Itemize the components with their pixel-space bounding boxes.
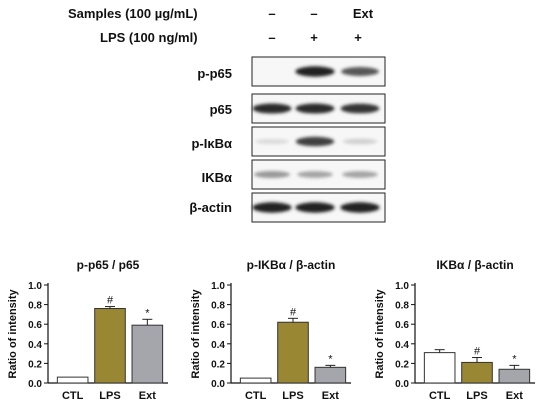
lps-label: LPS (100 ng/ml): [100, 30, 198, 45]
bar-lps: [277, 321, 309, 384]
samples-value-3: Ext: [352, 6, 374, 21]
x-tick-label: Ext: [139, 390, 156, 402]
x-tick-label: CTL: [429, 390, 451, 402]
blot-band: [253, 170, 291, 179]
blot-strip: [251, 159, 386, 190]
y-tick-label: 0.2: [211, 359, 225, 370]
blot-strip: [251, 93, 386, 124]
chart-title: p-p65 / p65: [77, 258, 140, 272]
y-tick-label: 0.0: [28, 379, 42, 390]
blot-band: [342, 138, 378, 145]
y-axis-label: Ratio of intensity: [374, 289, 386, 379]
blot-band: [340, 202, 380, 213]
bar-ext: [314, 366, 347, 384]
samples-value-2: –: [310, 6, 318, 21]
y-tick-label: 0.8: [211, 301, 225, 312]
bar-ext: [498, 368, 531, 384]
bar-ctl: [239, 377, 272, 384]
y-axis-label: Ratio of intensity: [190, 289, 202, 379]
chart-title: p-IKBα / β-actin: [247, 258, 336, 272]
y-tick-label: 1.0: [28, 281, 42, 292]
lps-value-1: –: [268, 30, 276, 45]
y-tick-label: 0.6: [28, 320, 42, 331]
bar-ctl: [423, 352, 456, 384]
y-tick-label: 0.4: [395, 340, 409, 351]
blot-label-b-actin: β-actin: [189, 200, 232, 215]
blot-band: [342, 171, 378, 178]
x-tick-label: Ext: [506, 390, 523, 402]
bar-ext: [131, 324, 164, 384]
y-tick-label: 0.6: [211, 320, 225, 331]
blot-strip: [251, 126, 386, 157]
blot-band: [252, 103, 292, 114]
chart-p-p65-p65: p-p65 / p65 Ratio of intensity 0.0 0.2 0.4 0.…: [7, 258, 168, 402]
y-tick-label: 0.4: [211, 340, 225, 351]
lps-value-3: +: [354, 30, 362, 45]
chart-p-ikba-b-actin: p-IKBα / β-actin Ratio of intensity 0.0 0.2…: [190, 258, 351, 402]
blot-label-ikba: IKBα: [201, 170, 232, 185]
y-tick-label: 0.6: [395, 320, 409, 331]
western-blot-panel: [251, 56, 386, 223]
blot-band: [295, 66, 335, 77]
y-tick-label: 0.2: [28, 359, 42, 370]
samples-label: Samples (100 µg/mL): [68, 6, 198, 21]
significance-mark: #: [474, 346, 481, 358]
significance-mark: *: [328, 353, 333, 365]
blot-strip: [251, 56, 386, 87]
x-tick-label: CTL: [245, 390, 267, 402]
blot-band: [254, 138, 290, 145]
blot-band: [295, 202, 335, 213]
blot-band: [252, 202, 292, 213]
blot-band: [340, 103, 380, 114]
x-tick-label: Ext: [322, 390, 339, 402]
blot-label-p-p65: p-p65: [197, 66, 232, 81]
y-tick-label: 0.0: [395, 379, 409, 390]
blot-band: [295, 103, 335, 114]
y-tick-label: 0.8: [28, 301, 42, 312]
blot-band: [297, 171, 333, 178]
blot-strip: [251, 192, 386, 223]
samples-value-1: –: [268, 6, 276, 21]
bar-lps: [94, 308, 126, 384]
blot-label-p65: p65: [209, 102, 232, 117]
blot-band: [341, 67, 379, 76]
significance-mark: *: [145, 307, 150, 319]
blot-band: [295, 136, 335, 147]
y-tick-label: 1.0: [395, 281, 409, 292]
y-tick-label: 1.0: [211, 281, 225, 292]
lps-value-2: +: [310, 30, 318, 45]
blot-label-p-ikba: p-IκBα: [191, 136, 232, 151]
y-tick-label: 0.0: [211, 379, 225, 390]
chart-ikba-b-actin: IKBα / β-actin Ratio of intensity 0.0 0.2 0.…: [374, 258, 535, 402]
significance-mark: #: [107, 295, 114, 307]
significance-mark: *: [512, 353, 517, 365]
y-tick-label: 0.8: [395, 301, 409, 312]
y-axis-label: Ratio of intensity: [7, 289, 19, 379]
bar-lps: [461, 361, 493, 384]
significance-mark: #: [290, 306, 297, 318]
x-tick-label: CTL: [62, 390, 84, 402]
bar-ctl: [56, 376, 89, 384]
x-tick-label: LPS: [466, 390, 487, 402]
x-tick-label: LPS: [99, 390, 120, 402]
y-tick-label: 0.4: [28, 340, 42, 351]
x-tick-label: LPS: [282, 390, 303, 402]
chart-title: IKBα / β-actin: [436, 258, 513, 272]
y-tick-label: 0.2: [395, 359, 409, 370]
